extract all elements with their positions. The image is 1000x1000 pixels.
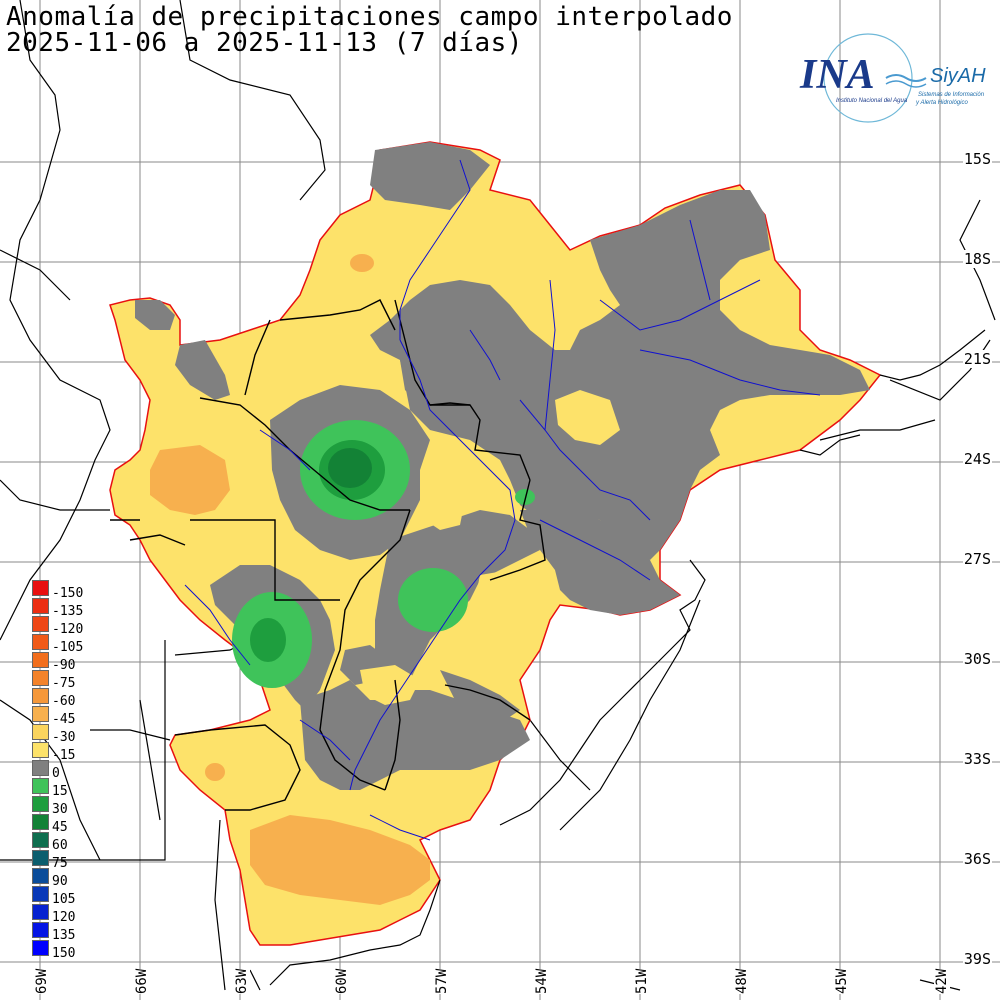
- legend-label: -30: [52, 730, 76, 745]
- lat-label-18s: 18S: [962, 250, 992, 268]
- anomaly-gray: [135, 142, 870, 790]
- lon-label-45w: 45W: [834, 968, 850, 994]
- lon-label-60w: 60W: [334, 968, 350, 994]
- legend-label: 150: [52, 946, 76, 961]
- lon-label-63w: 63W: [234, 968, 250, 994]
- legend-label: 120: [52, 910, 76, 925]
- legend-swatch: [32, 778, 49, 794]
- ina-siyah-logo: INA SiyAH Instituto Nacional del Agua Si…: [799, 33, 986, 123]
- lon-label-48w: 48W: [734, 968, 750, 994]
- legend-label: 15: [52, 784, 68, 799]
- legend-swatch: [32, 652, 49, 668]
- map-date-range: 2025-11-06 a 2025-11-13 (7 días): [6, 28, 523, 58]
- legend-swatch: [32, 670, 49, 686]
- legend-label: 90: [52, 874, 68, 889]
- legend-swatch: [32, 688, 49, 704]
- legend-label: -135: [52, 604, 84, 619]
- rivers: [184, 159, 821, 841]
- lon-label-54w: 54W: [534, 968, 550, 994]
- logo-brand-text: SiyAH: [930, 65, 986, 87]
- legend-swatch: [32, 796, 49, 812]
- legend-swatch: [32, 724, 49, 740]
- legend-swatch: [32, 760, 49, 776]
- legend-swatch: [32, 742, 49, 758]
- legend-label: -75: [52, 676, 76, 691]
- legend-swatch: [32, 580, 49, 596]
- logo-tagline-2: y Alerta Hidrológico: [915, 100, 968, 106]
- legend-label: -150: [52, 586, 84, 601]
- logo-tagline-1: Sistemas de Información: [918, 92, 985, 98]
- legend-swatch: [32, 832, 49, 848]
- anomaly-orange: [150, 254, 430, 905]
- lon-label-69w: 69W: [34, 968, 50, 994]
- lat-label-30s: 30S: [962, 650, 992, 668]
- legend-swatch: [32, 868, 49, 884]
- legend-swatch: [32, 922, 49, 938]
- legend-swatch: [32, 706, 49, 722]
- lat-label-24s: 24S: [962, 450, 992, 468]
- lon-label-42w: 42W: [934, 968, 950, 994]
- legend-swatch: [32, 598, 49, 614]
- lat-label-39s: 39S: [962, 950, 992, 968]
- legend-swatch: [32, 814, 49, 830]
- anomaly-green-core: [328, 448, 372, 488]
- legend-swatch: [32, 616, 49, 632]
- legend-swatch: [32, 940, 49, 956]
- legend-label: -90: [52, 658, 76, 673]
- legend-label: -120: [52, 622, 84, 637]
- lat-label-15s: 15S: [962, 150, 992, 168]
- legend-swatch: [32, 634, 49, 650]
- logo-main-text: INA: [799, 52, 875, 98]
- lon-label-66w: 66W: [134, 968, 150, 994]
- lat-label-27s: 27S: [962, 550, 992, 568]
- legend-swatch: [32, 886, 49, 902]
- legend-label: 135: [52, 928, 76, 943]
- legend-label: 105: [52, 892, 76, 907]
- legend-label: 75: [52, 856, 68, 871]
- legend-label: 0: [52, 766, 60, 781]
- coastline: [269, 329, 986, 986]
- legend-label: 45: [52, 820, 68, 835]
- legend-label: -105: [52, 640, 84, 655]
- legend-label: -15: [52, 748, 76, 763]
- legend-label: 60: [52, 838, 68, 853]
- legend-label: 30: [52, 802, 68, 817]
- legend-label: -45: [52, 712, 76, 727]
- internal-borders: [110, 299, 546, 811]
- lon-label-57w: 57W: [434, 968, 450, 994]
- logo-subtitle: Instituto Nacional del Agua: [836, 98, 908, 104]
- anomaly-yellow-pockets: [360, 390, 620, 705]
- legend-label: -60: [52, 694, 76, 709]
- lat-label-36s: 36S: [962, 850, 992, 868]
- legend-swatch: [32, 904, 49, 920]
- lat-label-21s: 21S: [962, 350, 992, 368]
- map-title: Anomalía de precipitaciones campo interp…: [6, 2, 733, 32]
- legend-swatch: [32, 850, 49, 866]
- lon-label-51w: 51W: [634, 968, 650, 994]
- lat-label-33s: 33S: [962, 750, 992, 768]
